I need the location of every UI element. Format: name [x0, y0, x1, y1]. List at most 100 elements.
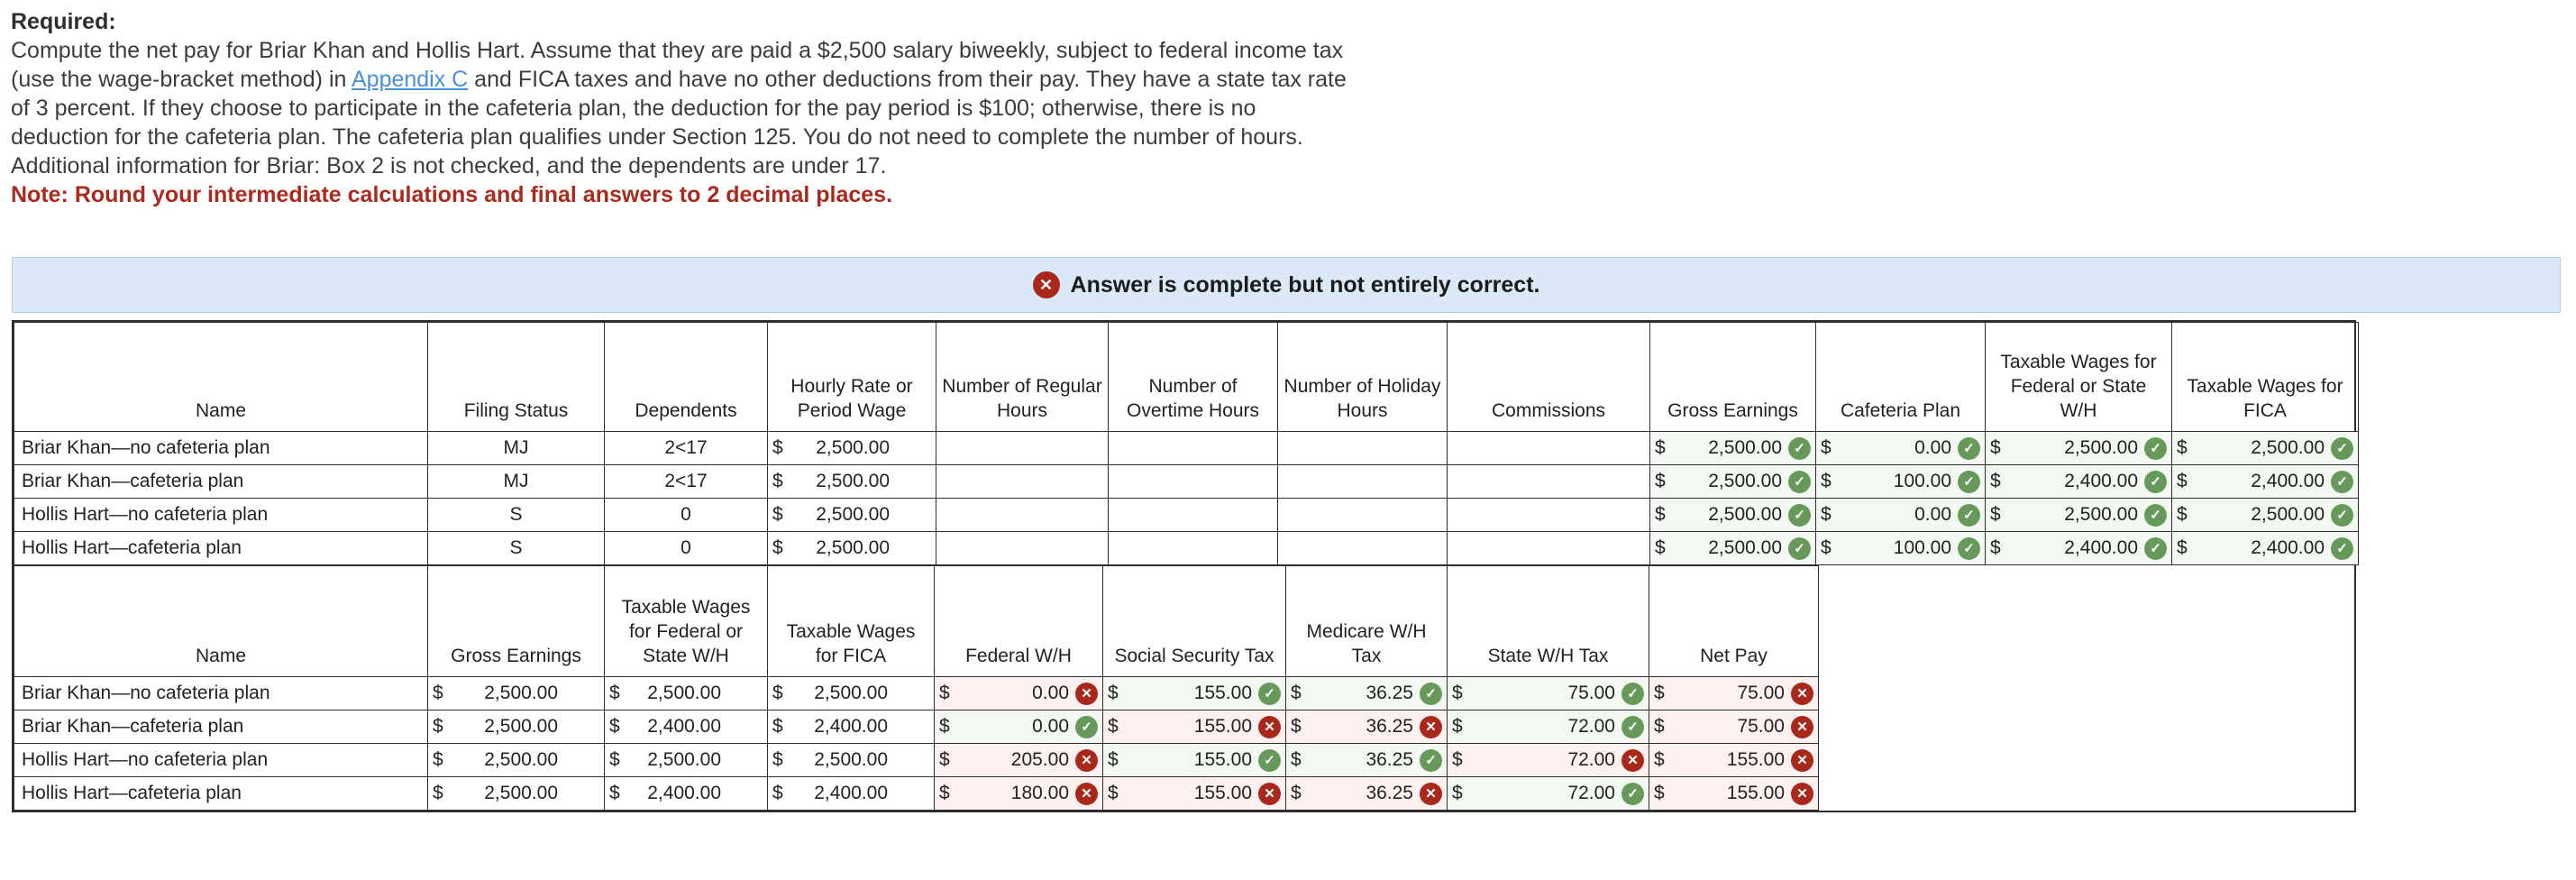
- money-value: $2,500.00: [769, 533, 936, 564]
- check-icon: ✓: [2331, 436, 2353, 460]
- net-pay-graded-cell: $155.00 ✕: [1649, 743, 1819, 777]
- amount-text: 2,500.00: [484, 783, 558, 803]
- money-value: $2,500.00: [429, 678, 604, 710]
- instructions-block: Required: Compute the net pay for Briar …: [11, 7, 1347, 209]
- amount-text: 2,500.00: [1708, 504, 1782, 525]
- col-header-holiday-hours: Number of Holiday Hours: [1277, 322, 1448, 432]
- currency-symbol: $: [1291, 683, 1302, 703]
- currency-symbol: $: [1108, 716, 1119, 737]
- employee-name-cell: Hollis Hart—no cafeteria plan: [14, 498, 428, 532]
- employee-name-cell: Hollis Hart—cafeteria plan: [14, 531, 428, 565]
- x-icon: ✕: [1791, 682, 1813, 705]
- amount-text: 0.00: [1914, 504, 1951, 525]
- employee-name-cell: Briar Khan—cafeteria plan: [14, 464, 428, 499]
- graded-money-value: $72.00 ✓: [1448, 778, 1649, 810]
- amount-text: 2,400.00: [814, 716, 888, 737]
- amount-text: 100.00: [1893, 471, 1951, 491]
- taxable-fica-graded-cell: $2,400.00 ✓: [2171, 531, 2359, 565]
- amount-text: 36.25: [1366, 683, 1413, 703]
- money-value: $2,500.00: [769, 500, 936, 531]
- cafeteria-graded-cell: $100.00 ✓: [1815, 464, 1986, 499]
- amount-text: 72.00: [1567, 783, 1615, 803]
- graded-money-value: $2,500.00 ✓: [1987, 433, 2171, 464]
- graded-money-value: $155.00 ✕: [1104, 778, 1285, 810]
- graded-money-value: $75.00 ✓: [1448, 678, 1649, 710]
- col-header-taxable-fed-state: Taxable Wages for Federal or State W/H: [1985, 322, 2172, 432]
- col-header-filing-status: Filing Status: [427, 322, 605, 432]
- amount-text: 36.25: [1366, 783, 1413, 803]
- taxable-fica-graded-cell: $2,500.00 ✓: [2171, 431, 2359, 465]
- overtime-hours-cell: [1108, 431, 1278, 465]
- employee-name-cell: Briar Khan—no cafeteria plan: [14, 676, 428, 710]
- amount-text: 2,500.00: [816, 504, 890, 525]
- col-header-name: Name: [14, 322, 428, 432]
- currency-symbol: $: [2177, 471, 2188, 491]
- table-row: Hollis Hart—cafeteria plan $2,500.00 $2,40…: [14, 776, 1819, 811]
- col-header-social-security: Social Security Tax: [1102, 565, 1286, 677]
- amount-text: 75.00: [1737, 683, 1785, 703]
- check-icon: ✓: [1420, 682, 1442, 705]
- graded-money-value: $2,500.00 ✓: [1651, 466, 1815, 498]
- taxable-fed-state-graded-cell: $2,400.00 ✓: [1985, 464, 2172, 499]
- col-header-taxable-fica: Taxable Wages for FICA: [767, 565, 935, 677]
- regular-hours-cell: [936, 531, 1109, 565]
- x-icon: ✕: [1791, 748, 1813, 772]
- x-icon: ✕: [1258, 782, 1281, 805]
- currency-symbol: $: [433, 749, 443, 770]
- currency-symbol: $: [1452, 716, 1463, 737]
- currency-symbol: $: [1452, 749, 1463, 770]
- graded-money-value: $72.00 ✕: [1448, 745, 1649, 776]
- amount-text: 2,500.00: [816, 437, 890, 458]
- instructions-text: and FICA taxes and have no other deducti…: [468, 67, 1347, 92]
- net-pay-graded-cell: $75.00 ✕: [1649, 710, 1819, 744]
- money-value: $2,400.00: [606, 778, 767, 810]
- required-label: Required:: [11, 9, 116, 34]
- gross-cell: $2,500.00: [427, 743, 605, 777]
- currency-symbol: $: [433, 683, 443, 703]
- graded-money-value: $72.00 ✓: [1448, 711, 1649, 743]
- taxable-fed-state-cell: $2,500.00: [604, 743, 768, 777]
- currency-symbol: $: [939, 783, 950, 803]
- federal-wh-graded-cell: $180.00 ✕: [934, 776, 1103, 811]
- amount-text: 2,500.00: [816, 537, 890, 558]
- graded-money-value: $0.00 ✓: [1817, 500, 1985, 531]
- col-header-taxable-fica: Taxable Wages for FICA: [2171, 322, 2359, 432]
- currency-symbol: $: [1655, 437, 1666, 458]
- x-icon: ✕: [1791, 715, 1813, 738]
- currency-symbol: $: [1821, 537, 1832, 558]
- check-icon: ✓: [1621, 715, 1644, 738]
- graded-money-value: $2,500.00 ✓: [2173, 433, 2358, 464]
- gross-graded-cell: $2,500.00 ✓: [1649, 464, 1816, 499]
- amount-text: 2,500.00: [1708, 471, 1782, 491]
- medicare-graded-cell: $36.25 ✓: [1285, 743, 1448, 777]
- currency-symbol: $: [609, 683, 620, 703]
- x-icon: ✕: [1075, 682, 1098, 705]
- table-row: Hollis Hart—no cafeteria plan $2,500.00 $2…: [14, 743, 1819, 777]
- money-value: $2,500.00: [429, 711, 604, 743]
- taxable-fed-state-graded-cell: $2,500.00 ✓: [1985, 431, 2172, 465]
- table-row: Briar Khan—cafeteria plan $2,500.00 $2,400…: [14, 710, 1819, 744]
- appendix-c-link[interactable]: Appendix C: [351, 67, 469, 92]
- money-value: $2,500.00: [769, 433, 936, 464]
- amount-text: 2,500.00: [2064, 504, 2138, 525]
- currency-symbol: $: [1655, 537, 1666, 558]
- filing-status-cell: MJ: [427, 431, 605, 465]
- overtime-hours-cell: [1108, 531, 1278, 565]
- currency-symbol: $: [1108, 749, 1119, 770]
- x-icon: ✕: [1075, 782, 1098, 805]
- taxable-fed-state-graded-cell: $2,500.00 ✓: [1985, 498, 2172, 532]
- net-pay-graded-cell: $155.00 ✕: [1649, 776, 1819, 811]
- graded-money-value: $0.00 ✕: [936, 678, 1102, 710]
- filing-status-cell: S: [427, 498, 605, 532]
- col-header-medicare: Medicare W/H Tax: [1285, 565, 1448, 677]
- check-icon: ✓: [2144, 503, 2167, 527]
- commissions-cell: [1447, 498, 1650, 532]
- currency-symbol: $: [1654, 716, 1665, 737]
- employee-name-cell: Hollis Hart—cafeteria plan: [14, 776, 428, 811]
- taxable-fed-state-graded-cell: $2,400.00 ✓: [1985, 531, 2172, 565]
- x-icon: ✕: [1621, 748, 1644, 772]
- currency-symbol: $: [1990, 537, 2001, 558]
- instructions-line: (use the wage-bracket method) in Appendi…: [11, 65, 1347, 94]
- x-icon: ✕: [1075, 748, 1098, 772]
- currency-symbol: $: [1452, 683, 1463, 703]
